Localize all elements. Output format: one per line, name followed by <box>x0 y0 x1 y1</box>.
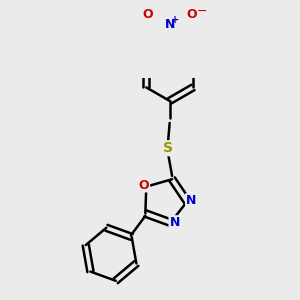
Text: N: N <box>164 18 175 31</box>
Text: O: O <box>139 178 149 191</box>
Text: O: O <box>142 8 153 21</box>
Text: S: S <box>163 141 173 155</box>
Text: O: O <box>186 8 197 21</box>
Text: +: + <box>171 15 179 25</box>
Text: N: N <box>169 216 180 229</box>
Text: N: N <box>186 194 196 207</box>
Text: −: − <box>196 5 207 18</box>
